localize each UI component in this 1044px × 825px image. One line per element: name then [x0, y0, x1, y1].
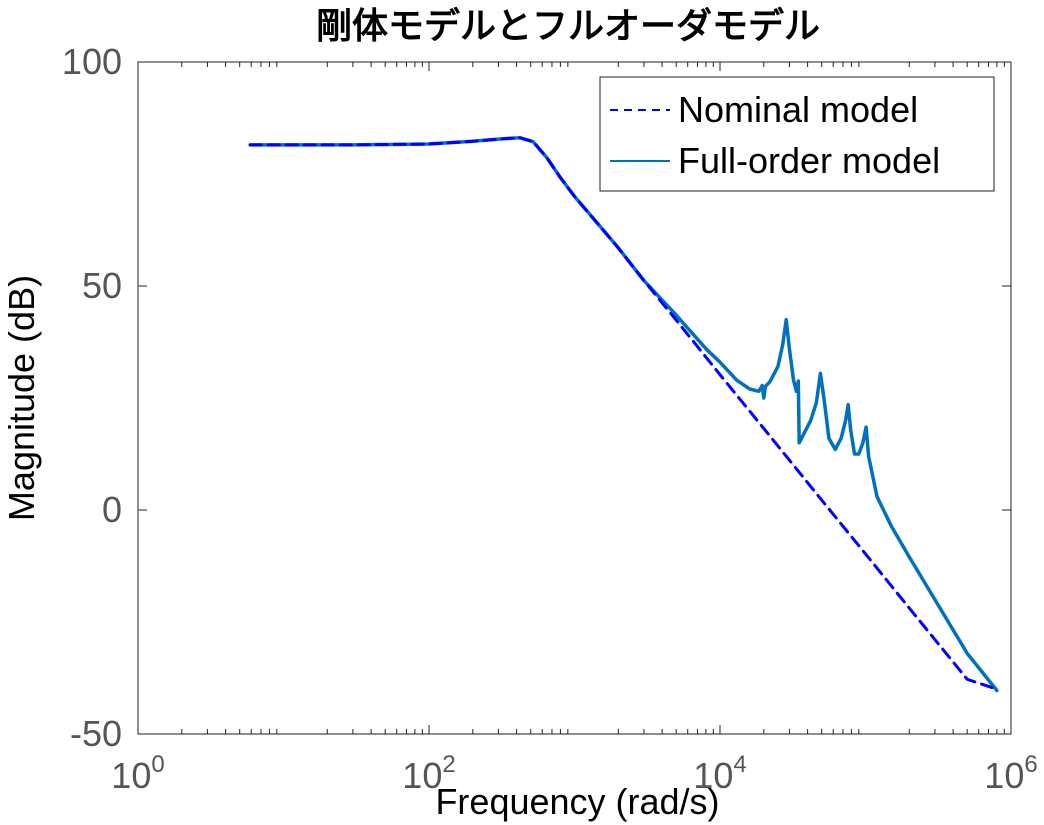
legend-box	[599, 76, 995, 192]
x-tick-label: 100	[111, 751, 164, 796]
y-axis-label: Magnitude (dB)	[1, 275, 42, 521]
legend-label-nominal: Nominal model	[678, 89, 918, 130]
x-tick-label: 104	[693, 751, 746, 796]
plot-area-frame	[137, 61, 1012, 735]
y-tick-label: 0	[102, 489, 122, 530]
x-tick-label: 106	[984, 751, 1037, 796]
data-series	[248, 135, 999, 693]
legend: Nominal model Full-order model	[599, 76, 995, 192]
y-tick-label: -50	[70, 713, 122, 754]
legend-label-full-order: Full-order model	[678, 140, 940, 181]
y-tick-label: 50	[82, 265, 122, 306]
y-tick-label: 100	[62, 41, 122, 82]
x-axis-label: Frequency (rad/s)	[435, 781, 719, 822]
x-tick-label: 102	[402, 751, 455, 796]
axis-ticks: -50 0 50 100 100 102 104 106	[62, 41, 1038, 796]
chart-title: 剛体モデルとフルオーダモデル	[316, 5, 820, 47]
